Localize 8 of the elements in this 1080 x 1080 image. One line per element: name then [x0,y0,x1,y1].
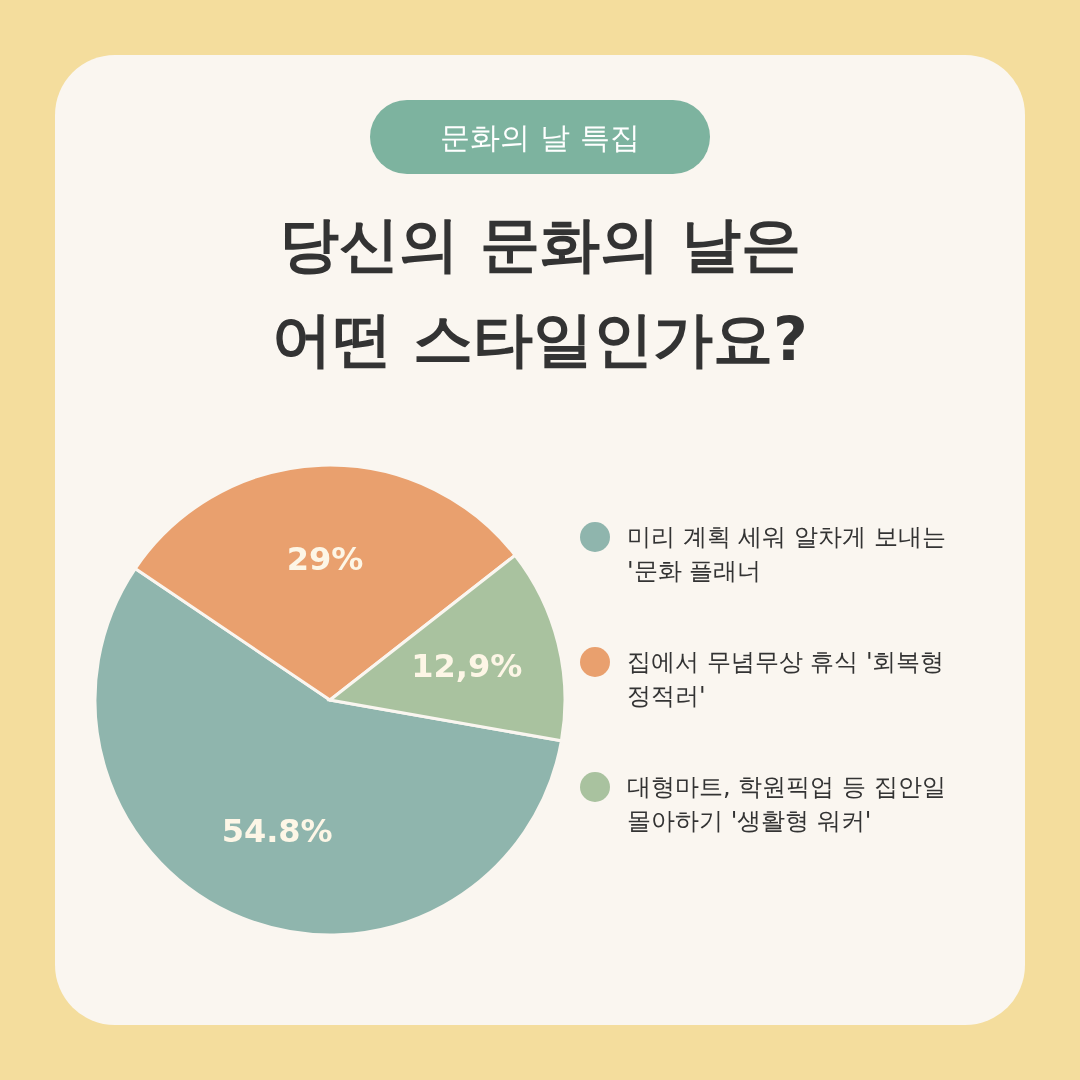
legend-label: 집에서 무념무상 휴식 '회복형 정적러' [627,648,945,710]
data-label: 12,9% [411,646,523,685]
data-label: 54.8% [221,811,333,850]
chart-subtitle: 문화의 날 특집 [440,120,640,155]
legend-label: 미리 계획 세워 알차게 보내는 '문화 플래너 [627,523,946,585]
chart-title: 당신의 문화의 날은 어떤 스타일인가요? [272,209,808,374]
data-label: 29% [286,540,364,579]
legend-label: 대형마트, 학원픽업 등 집안일 몰아하기 '생활형 워커' [627,773,946,835]
